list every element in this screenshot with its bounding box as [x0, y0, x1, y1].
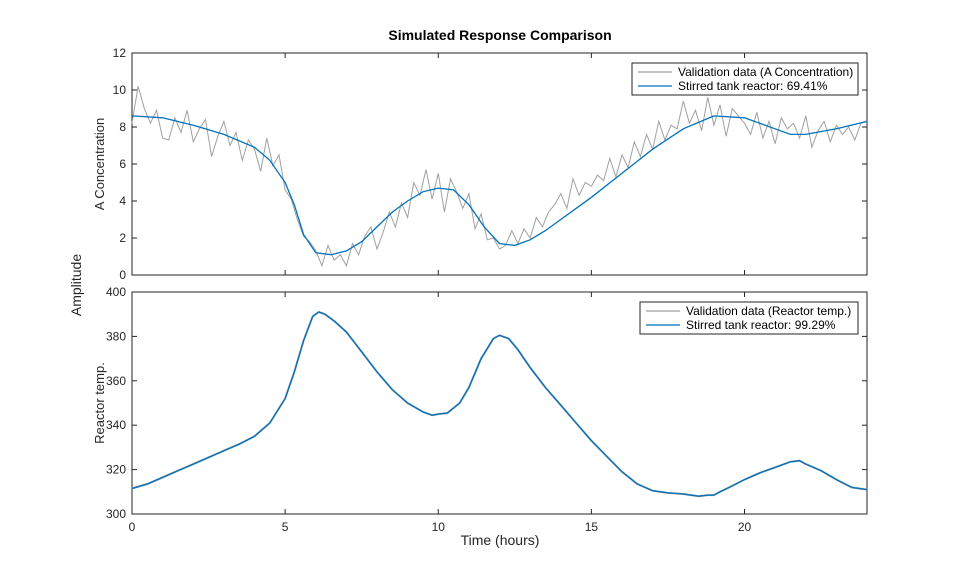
chart-title: Simulated Response Comparison — [388, 27, 611, 43]
x-tick-label: 0 — [129, 520, 136, 534]
y-tick-label: 380 — [106, 329, 126, 343]
x-tick-label: 20 — [738, 520, 752, 534]
validation-series-line — [131, 86, 868, 268]
panel-1: 0 2 4 6 8 10 12 A Concentration Validation data … — [92, 46, 868, 282]
y-tick-label: 360 — [106, 374, 126, 388]
y-tick-label: 6 — [119, 157, 126, 171]
y-tick-label: 10 — [113, 83, 127, 97]
panel-2: 300 320 340 360 380 400 0 5 10 15 20 Reactor temp. V… — [92, 285, 868, 534]
panels-layer: 0 2 4 6 8 10 12 A Concentration Validation data … — [92, 46, 868, 534]
y-tick-label: 340 — [106, 418, 126, 432]
legend-entry: Stirred tank reactor: 99.29% — [686, 318, 836, 332]
legend-entry: Stirred tank reactor: 69.41% — [678, 79, 828, 93]
y-axis-label: Reactor temp. — [92, 362, 107, 444]
legend-box — [631, 62, 859, 96]
model-series-line — [131, 115, 868, 256]
shared-y-axis-label: Amplitude — [68, 254, 84, 316]
x-tick-label: 15 — [585, 520, 599, 534]
y-tick-label: 8 — [119, 120, 126, 134]
model-series-line — [131, 311, 868, 497]
x-tick-label: 5 — [282, 520, 289, 534]
legend-entry: Validation data (Reactor temp.) — [686, 304, 851, 318]
y-tick-label: 2 — [119, 231, 126, 245]
y-tick-label: 300 — [106, 507, 126, 521]
y-tick-label: 400 — [106, 285, 126, 299]
y-tick-label: 12 — [113, 46, 127, 60]
x-tick-label: 10 — [432, 520, 446, 534]
y-axis-label: A Concentration — [92, 118, 107, 211]
legend-entry: Validation data (A Concentration) — [678, 65, 853, 79]
y-tick-label: 0 — [119, 268, 126, 282]
y-tick-label: 320 — [106, 463, 126, 477]
y-tick-label: 4 — [119, 194, 126, 208]
legend-box — [639, 301, 859, 335]
x-axis-label: Time (hours) — [461, 532, 540, 548]
